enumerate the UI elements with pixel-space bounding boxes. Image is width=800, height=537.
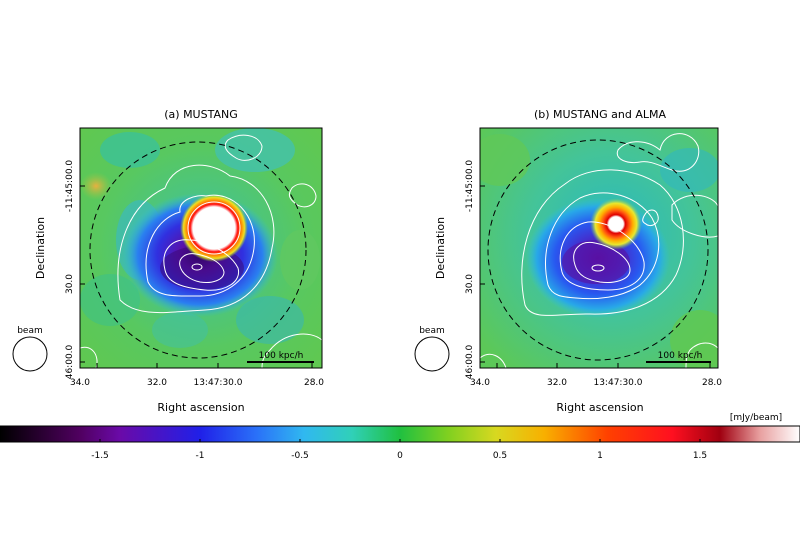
colorbar-tick-label: 1 (597, 451, 603, 461)
panel-a-xtick-0: 34.0 (70, 378, 90, 388)
panel-b-ticks (480, 185, 711, 368)
colorbar-tick-label: 1.5 (693, 451, 707, 461)
panel-b-ytick-1: 30.0 (465, 274, 475, 294)
panel-a-xlabel: Right ascension (157, 401, 244, 414)
panel-a-map: 100 kpc/h (80, 128, 322, 368)
panel-a-beam-label: beam (17, 326, 43, 336)
panel-b-xtick-3: 28.0 (702, 378, 722, 388)
colorbar: [mJy/beam] -1.5 -1 -0.5 0 0.5 1 1.5 (0, 413, 800, 461)
panel-b-title: (b) MUSTANG and ALMA (534, 108, 667, 121)
panel-a-ticks (80, 185, 313, 368)
panel-b-ytick-2: 46:00.0 (465, 344, 475, 379)
panel-b-scalebar-label: 100 kpc/h (658, 351, 703, 361)
colorbar-tick-label: -0.5 (291, 451, 309, 461)
panel-b-map: 100 kpc/h (480, 128, 718, 368)
panel-b-contours (480, 133, 718, 368)
panel-b-beam-icon (414, 336, 450, 372)
panel-b-xtick-1: 32.0 (547, 378, 567, 388)
panel-a-xtick-3: 28.0 (304, 378, 324, 388)
panel-a-ytick-2: 46:00.0 (65, 344, 75, 379)
panel-a-xtick-1: 32.0 (147, 378, 167, 388)
panel-a-xtick-2: 13:47:30.0 (193, 378, 242, 388)
panel-a-contours (80, 134, 322, 368)
panel-a-scalebar-label: 100 kpc/h (259, 351, 304, 361)
panel-b-xtick-0: 34.0 (470, 378, 490, 388)
panel-b-xtick-2: 13:47:30.0 (593, 378, 642, 388)
panel-b-r500-circle (487, 139, 709, 361)
colorbar-tick-label: 0 (397, 451, 403, 461)
panel-b-xlabel: Right ascension (556, 401, 643, 414)
panel-a-r500-circle (89, 141, 307, 359)
colorbar-tick-label: -1 (196, 451, 205, 461)
panel-b: (b) MUSTANG and ALMA (414, 108, 722, 414)
panel-a-title: (a) MUSTANG (164, 108, 238, 121)
colorbar-ticks: -1.5 -1 -0.5 0 0.5 1 1.5 (91, 439, 707, 461)
colorbar-tick-label: 0.5 (493, 451, 507, 461)
panel-a-ytick-0: -11:45:00.0 (65, 160, 75, 213)
panel-a-ytick-1: 30.0 (65, 274, 75, 294)
panel-b-beam-label: beam (419, 326, 445, 336)
panel-a: (a) MUSTANG (12, 108, 324, 414)
panel-a-ylabel: Declination (34, 217, 47, 279)
panel-b-ylabel: Declination (434, 217, 447, 279)
panel-b-ytick-0: -11:45:00.0 (465, 160, 475, 213)
colorbar-unit: [mJy/beam] (730, 413, 782, 423)
colorbar-tick-label: -1.5 (91, 451, 109, 461)
panel-a-beam-icon (12, 336, 48, 372)
